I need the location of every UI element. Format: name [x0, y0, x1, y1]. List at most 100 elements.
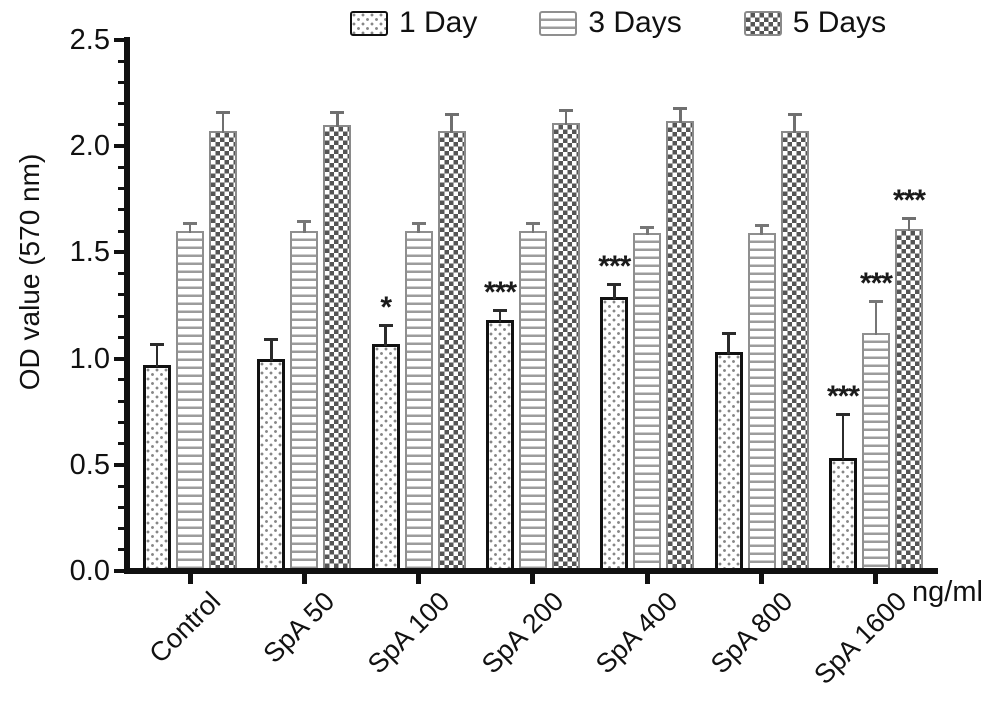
error-bar-cap — [787, 113, 802, 117]
y-minor-tick — [118, 314, 125, 318]
y-minor-tick — [118, 229, 125, 233]
error-bar-cap — [607, 283, 622, 287]
error-bar-stem — [303, 220, 306, 234]
error-bar-cap — [264, 338, 279, 342]
y-minor-tick — [118, 335, 125, 339]
bar-3-days-spa-100 — [404, 231, 433, 571]
x-tick — [187, 574, 193, 584]
error-bar-stem — [498, 309, 502, 323]
y-tick-label: 0.5 — [69, 448, 110, 481]
y-major-tick — [114, 569, 125, 573]
error-bar-cap — [673, 106, 688, 110]
y-tick-label: 0.0 — [69, 555, 110, 587]
y-minor-tick — [118, 272, 125, 276]
error-bar-stem — [336, 112, 339, 127]
y-minor-tick — [118, 123, 125, 127]
bar-1-day-spa-800 — [714, 352, 743, 571]
error-bar-cap — [330, 111, 345, 115]
legend-item-5-days: 5 Days — [743, 6, 886, 40]
error-bar-stem — [613, 284, 616, 299]
bar-3-days-spa-400 — [633, 233, 662, 571]
y-minor-tick — [118, 208, 125, 212]
y-minor-tick — [118, 399, 125, 403]
legend-swatch-1-day-icon — [350, 10, 388, 36]
error-bar-cap — [183, 221, 197, 225]
error-bar-cap — [868, 300, 883, 304]
significance-stars: *** — [859, 267, 893, 301]
y-major-tick — [114, 356, 125, 361]
bar-5-days-spa-800 — [780, 131, 809, 571]
legend-item-1-day: 1 Day — [350, 6, 477, 40]
y-minor-tick — [118, 59, 125, 63]
error-bar-stem — [841, 413, 845, 461]
y-minor-tick — [118, 527, 125, 531]
y-minor-tick — [118, 505, 125, 509]
error-bar-stem — [907, 218, 911, 232]
bar-1-day-spa-50 — [257, 358, 286, 571]
y-minor-tick — [118, 80, 125, 84]
bar-3-days-spa-800 — [747, 233, 776, 571]
x-tick — [644, 574, 650, 584]
bar-5-days-control — [209, 131, 237, 571]
error-bar-cap — [721, 332, 736, 336]
error-bar-stem — [564, 110, 568, 125]
y-minor-tick — [118, 102, 125, 106]
x-category-label: SpA 100 — [361, 586, 455, 680]
legend-label-3-days: 3 Days — [588, 6, 682, 39]
error-bar-stem — [188, 222, 192, 234]
bar-3-days-spa-50 — [290, 231, 319, 571]
error-bar-stem — [450, 114, 453, 134]
bar-3-days-spa-200 — [518, 231, 547, 571]
error-bar-cap — [216, 111, 230, 115]
y-minor-tick — [118, 548, 125, 552]
y-minor-tick — [118, 420, 125, 424]
bar-3-days-spa-1600 — [861, 333, 890, 571]
error-bar-stem — [155, 343, 159, 367]
y-major-tick — [114, 144, 125, 149]
y-major-tick — [114, 250, 125, 255]
error-bar-cap — [297, 219, 312, 223]
x-category-label: SpA 50 — [257, 586, 341, 669]
error-bar-stem — [646, 226, 649, 236]
bar-5-days-spa-50 — [323, 124, 352, 571]
error-bar-cap — [558, 109, 573, 113]
bar-1-day-spa-1600 — [828, 458, 857, 571]
y-major-tick — [114, 38, 125, 42]
error-bar-stem — [793, 114, 796, 134]
error-bar-cap — [901, 217, 916, 221]
y-axis-line — [124, 37, 130, 574]
x-category-label: SpA 1600 — [808, 586, 913, 691]
y-tick-label: 2.5 — [69, 24, 110, 56]
error-bar-cap — [835, 412, 850, 416]
x-tick — [416, 574, 422, 584]
error-bar-stem — [727, 333, 730, 355]
legend-item-3-days: 3 Days — [539, 6, 682, 40]
error-bar-stem — [531, 222, 535, 234]
x-axis-unit-label: ng/ml — [912, 576, 983, 608]
y-minor-tick — [118, 165, 125, 169]
error-bar-stem — [221, 112, 225, 134]
error-bar-cap — [411, 221, 426, 225]
y-minor-tick — [118, 484, 125, 488]
bar-1-day-spa-200 — [485, 320, 514, 571]
y-tick-label: 2.0 — [69, 130, 110, 163]
error-bar-cap — [150, 342, 164, 346]
error-bar-stem — [679, 107, 682, 123]
x-category-label: Control — [143, 586, 227, 669]
x-tick — [873, 574, 879, 584]
y-major-tick — [114, 462, 125, 467]
bar-5-days-spa-200 — [551, 122, 580, 571]
error-bar-stem — [760, 224, 763, 236]
bar-3-days-control — [176, 231, 204, 571]
bar-1-day-spa-100 — [371, 343, 400, 571]
legend-swatch-3-days-icon — [539, 10, 578, 36]
bar-5-days-spa-400 — [666, 120, 695, 571]
error-bar-stem — [270, 339, 273, 361]
error-bar-cap — [492, 308, 507, 312]
significance-stars: *** — [483, 275, 517, 309]
significance-stars: * — [380, 290, 392, 324]
x-category-label: SpA 400 — [590, 586, 684, 680]
error-bar-cap — [444, 113, 459, 117]
